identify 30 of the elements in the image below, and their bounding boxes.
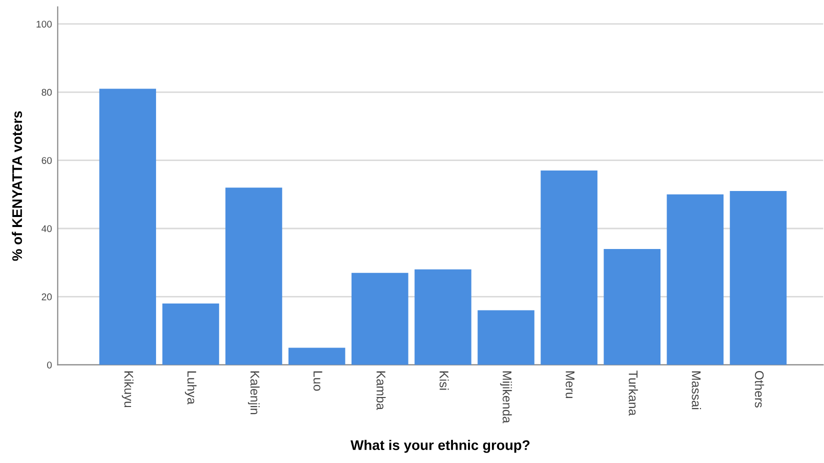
- x-tick-label: Kalenjin: [248, 371, 260, 414]
- x-tick-label: Mijikenda: [500, 371, 512, 424]
- x-tick-label: Kamba: [376, 371, 386, 410]
- bar: [288, 348, 346, 365]
- bar: [414, 269, 472, 365]
- x-tick-label: Turkana: [628, 370, 638, 416]
- x-tick-label: Kikuyu: [122, 371, 134, 408]
- x-tick-label: Meru: [566, 371, 574, 398]
- bar: [162, 303, 220, 365]
- bar: [352, 272, 408, 365]
- y-tick-label: 0: [47, 362, 52, 368]
- y-axis-title: % of KENYATTA voters: [12, 111, 22, 261]
- x-tick-label: Luo: [313, 371, 322, 391]
- y-tick-label: 40: [42, 225, 52, 232]
- bar: [604, 248, 660, 365]
- x-tick-label: Kisi: [440, 371, 449, 390]
- y-tick-label: 60: [42, 157, 52, 164]
- x-axis-title: What is your ethnic group?: [350, 440, 530, 453]
- bar: [540, 170, 598, 365]
- bar: [478, 310, 534, 365]
- y-tick-label: 100: [36, 20, 52, 28]
- bar: [225, 188, 282, 365]
- bar: [99, 88, 156, 365]
- x-tick-label: Others: [754, 370, 764, 408]
- y-tick-label: 20: [42, 293, 52, 300]
- x-tick-label: Massai: [692, 371, 701, 410]
- bar: [730, 191, 787, 365]
- y-tick-label: 80: [42, 88, 52, 96]
- bar: [666, 194, 724, 365]
- x-tick-label: Luhya: [184, 371, 197, 404]
